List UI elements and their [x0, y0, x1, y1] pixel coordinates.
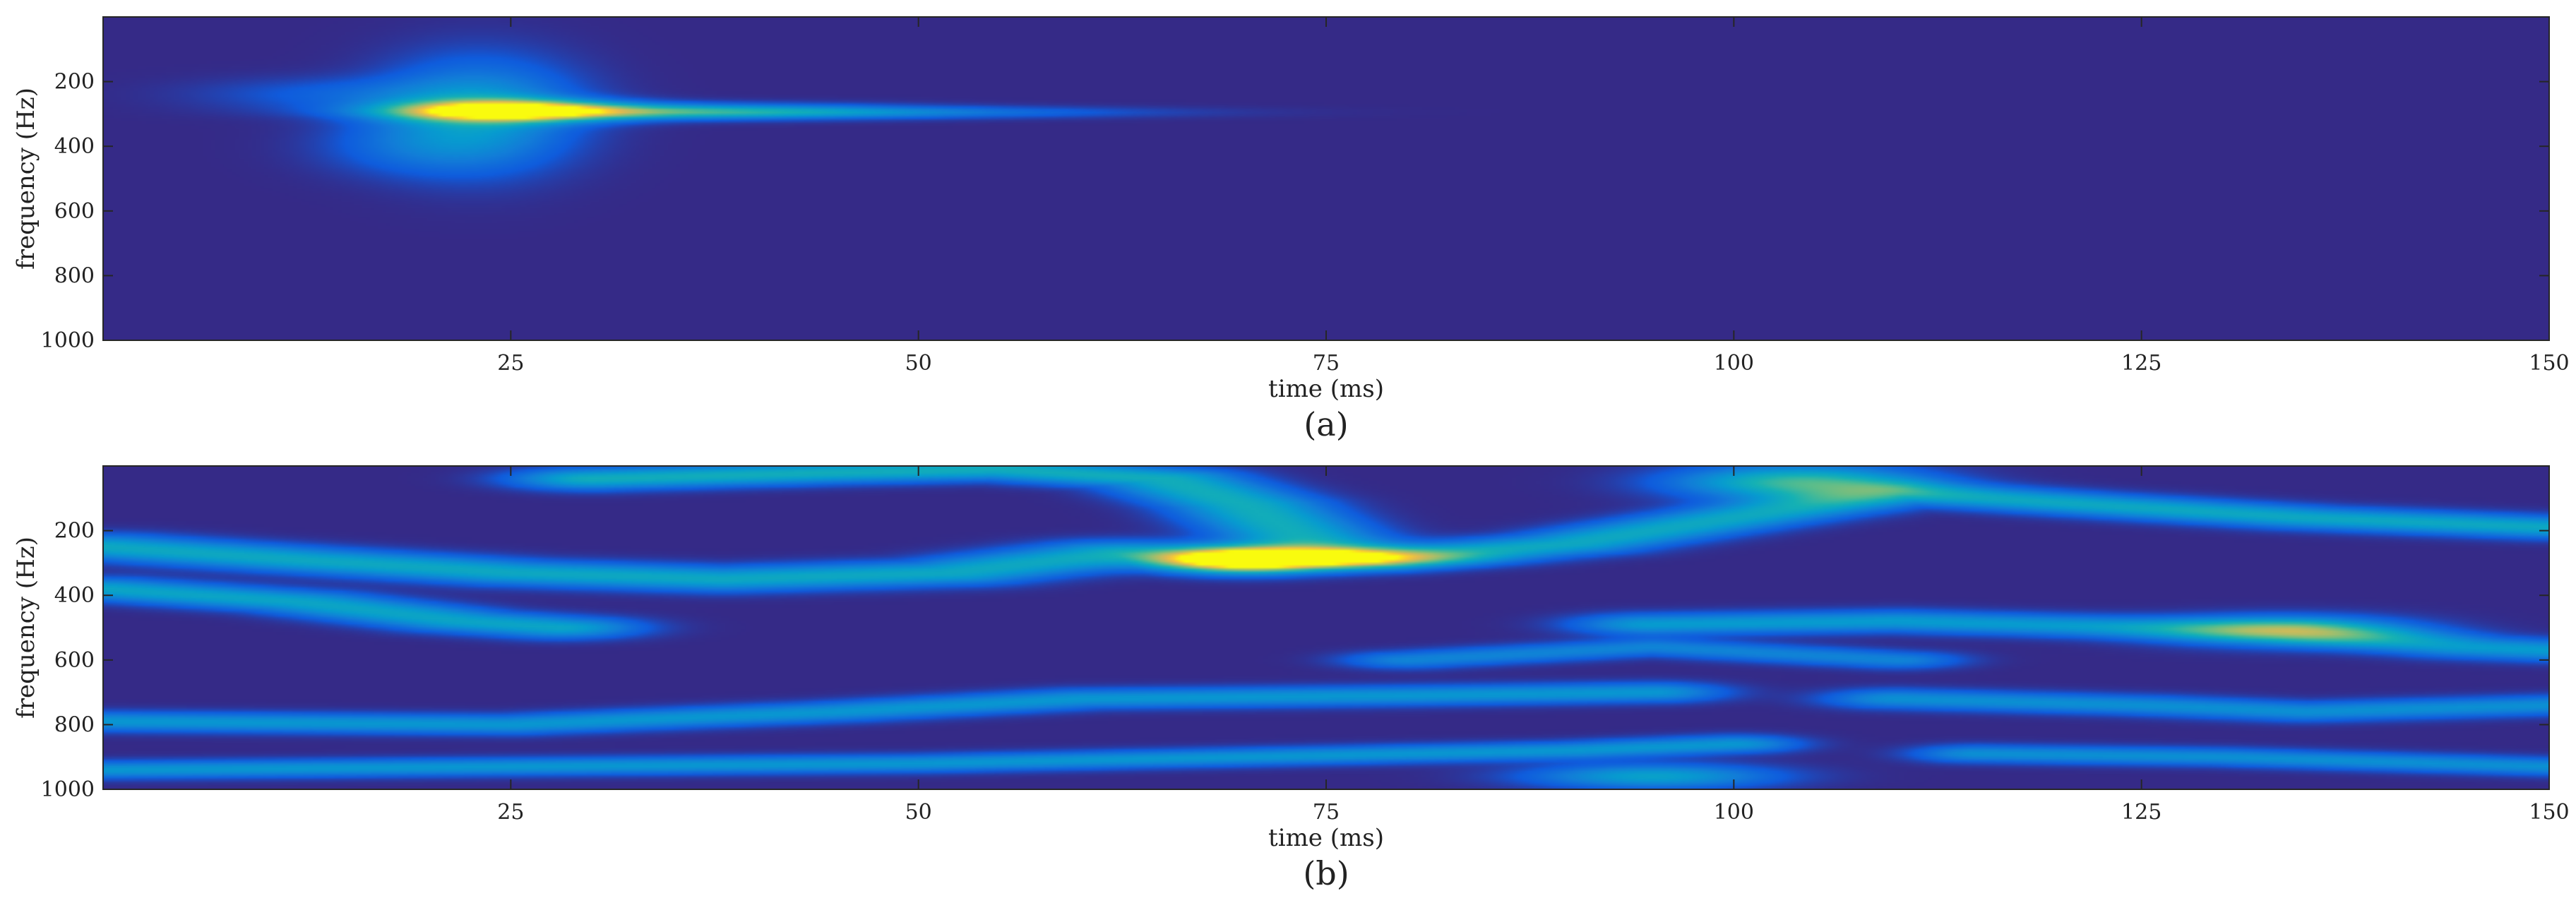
heatmap-image-b: [103, 466, 2549, 789]
x-tick-label-b: 50: [905, 800, 932, 825]
panel-label-b: (b): [1303, 854, 1349, 892]
x-tick-label-a: 25: [497, 351, 524, 376]
y-tick-label-a: 800: [54, 263, 95, 288]
y-tick-label-b: 600: [54, 648, 95, 673]
x-tick-label-b: 100: [1714, 800, 1754, 825]
y-tick-label-b: 400: [54, 583, 95, 608]
x-tick-label-a: 150: [2529, 351, 2569, 376]
y-axis-label-a: frequency (Hz): [12, 88, 40, 270]
y-tick-label-b: 1000: [41, 777, 95, 802]
x-tick-label-a: 75: [1313, 351, 1340, 376]
x-tick-label-a: 100: [1714, 351, 1754, 376]
y-axis-label-b: frequency (Hz): [12, 537, 40, 719]
x-axis-label-a: time (ms): [1268, 375, 1384, 403]
y-tick-label-a: 200: [54, 70, 95, 95]
y-tick-label-a: 400: [54, 134, 95, 159]
heatmap-image-a: [103, 17, 2549, 340]
x-tick-label-b: 25: [497, 800, 524, 825]
spectrogram-panel-a: 25 50 75 100 125 150 200 400 600 800 1000 time (ms)…: [12, 16, 2570, 443]
y-tick-label-a: 600: [54, 199, 95, 224]
y-tick-label-b: 200: [54, 519, 95, 544]
x-axis-label-b: time (ms): [1268, 824, 1384, 852]
x-tick-label-a: 125: [2121, 351, 2161, 376]
x-tick-label-b: 125: [2121, 800, 2161, 825]
y-tick-label-b: 800: [54, 712, 95, 737]
x-tick-label-b: 150: [2529, 800, 2569, 825]
y-tick-label-a: 1000: [41, 328, 95, 353]
panel-label-a: (a): [1304, 405, 1348, 443]
x-tick-label-b: 75: [1313, 800, 1340, 825]
x-tick-label-a: 50: [905, 351, 932, 376]
spectrogram-panel-b: 25 50 75 100 125 150 200 400 600 800 1000 time (ms)…: [12, 465, 2570, 892]
